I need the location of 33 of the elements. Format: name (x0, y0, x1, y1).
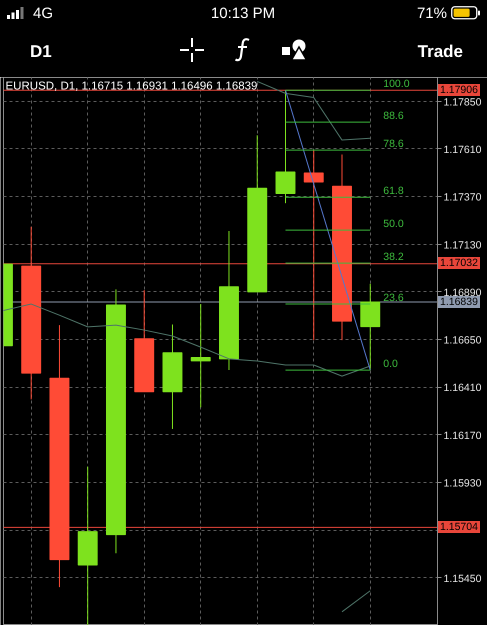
text: Trade (418, 41, 463, 63)
line-series (4, 304, 371, 377)
candlestick (304, 150, 324, 341)
text: 4G (33, 4, 54, 24)
y-tick-label: 1.17130 (444, 239, 482, 252)
y-tick-label: 1.17370 (444, 192, 482, 204)
y-tick-label: 1.16170 (444, 430, 482, 442)
text: D1 (30, 41, 52, 63)
ref-line-label: 1.17906 (438, 84, 480, 96)
line-series (284, 90, 371, 371)
text: 10:13 PM (210, 4, 276, 24)
series-label: 50.0 (383, 218, 404, 230)
text: 71% (416, 4, 447, 24)
candlestick (190, 304, 211, 408)
series-label: 38.2 (383, 251, 404, 264)
series-label: 78.6 (383, 138, 404, 150)
ref-line-label: 1.17032 (438, 257, 480, 270)
ref-line-label: 1.16839 (438, 296, 480, 308)
series-label: 61.8 (383, 185, 404, 198)
y-tick-label: 1.15450 (444, 572, 482, 585)
y-tick-label: 1.16410 (444, 382, 482, 394)
y-tick-label: 1.17850 (444, 96, 482, 108)
candlestick (276, 90, 296, 204)
series-label: 88.6 (383, 110, 404, 122)
series-label: 0.0 (383, 358, 398, 370)
y-tick-label: 1.15930 (444, 478, 482, 490)
series-label: 23.6 (383, 292, 404, 304)
series-label: 100.0 (383, 78, 410, 90)
y-tick-label: 1.17610 (444, 144, 482, 156)
chart-title: EURUSD, D1, 1.16715 1.16931 1.16496 1.16839 (6, 80, 258, 92)
line-series (256, 80, 371, 141)
ref-line-label: 1.15704 (438, 520, 480, 533)
y-tick-label: 1.16650 (444, 334, 482, 347)
